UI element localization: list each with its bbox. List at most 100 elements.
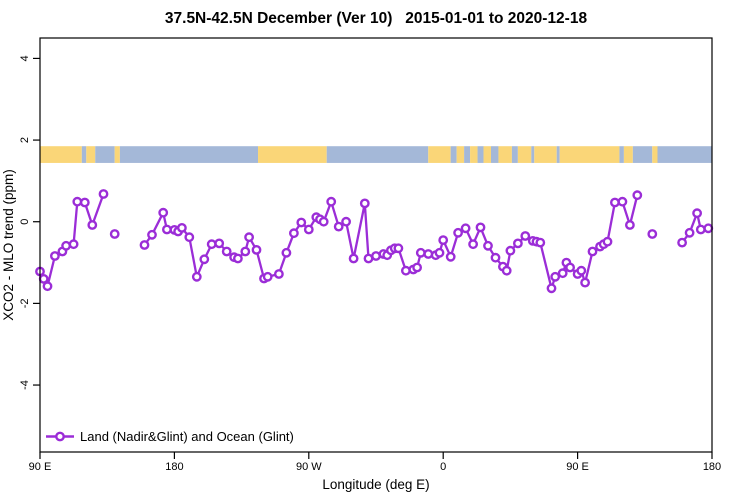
- x-tick-label: 180: [165, 461, 183, 473]
- band-segment-ocean: [511, 146, 518, 163]
- data-point-marker: [176, 222, 187, 233]
- band-segment-ocean: [119, 146, 259, 163]
- x-tick-label: 180: [703, 461, 721, 473]
- data-point-marker: [251, 244, 262, 255]
- y-axis-label: XCO2 - MLO trend (ppm): [1, 169, 16, 321]
- band-segment-ocean: [531, 146, 535, 163]
- band-segment-land: [498, 146, 512, 163]
- data-point-marker: [513, 238, 523, 249]
- data-point-marker: [214, 238, 225, 249]
- band-segment-land: [623, 146, 633, 163]
- data-point-marker: [520, 231, 531, 241]
- data-point-marker: [191, 271, 202, 282]
- data-point-marker: [438, 235, 449, 246]
- data-point-marker: [565, 262, 575, 273]
- data-point-marker: [244, 232, 255, 243]
- data-point-marker: [161, 224, 172, 235]
- y-tick-label: -4: [19, 380, 31, 390]
- data-point-marker: [483, 240, 493, 251]
- data-point-marker: [72, 196, 83, 207]
- legend-label: Land (Nadir&Glint) and Ocean (Glint): [80, 429, 294, 444]
- data-point-marker: [550, 271, 561, 282]
- band-segment-ocean: [556, 146, 560, 163]
- data-point-marker: [445, 251, 456, 262]
- x-tick-label: 0: [440, 461, 446, 473]
- y-tick-label: 2: [19, 137, 31, 143]
- x-axis-label: Longitude (deg E): [322, 477, 429, 492]
- band-segment-ocean: [81, 146, 87, 163]
- data-point-marker: [326, 196, 337, 207]
- band-segment-land: [456, 146, 465, 163]
- data-point-marker: [580, 277, 590, 288]
- data-point-marker: [221, 246, 232, 257]
- data-point-marker: [139, 240, 150, 250]
- data-point-marker: [535, 237, 546, 248]
- data-point-marker: [68, 239, 79, 250]
- data-point-marker: [363, 253, 374, 264]
- y-tick-label: 0: [19, 219, 31, 225]
- data-point-marker: [42, 281, 53, 292]
- x-tick-label: 90 E: [29, 461, 52, 473]
- plot-border: [39, 37, 713, 453]
- data-point-marker: [371, 251, 381, 261]
- data-point-marker: [423, 249, 434, 259]
- band-segment-land: [428, 146, 451, 163]
- data-point-marker: [475, 222, 486, 233]
- data-series: [35, 189, 714, 294]
- data-point-marker: [400, 265, 411, 276]
- band-segment-ocean: [477, 146, 484, 163]
- data-point-marker: [318, 216, 329, 227]
- data-point-marker: [281, 247, 292, 258]
- x-tick-label: 90 E: [566, 461, 589, 473]
- band-segment-land: [114, 146, 120, 163]
- band-segment-ocean: [326, 146, 429, 163]
- data-point-marker: [434, 247, 445, 258]
- band-segment-land: [517, 146, 532, 163]
- band-segment-land: [652, 146, 658, 163]
- band-segment-ocean: [657, 146, 712, 163]
- data-point-marker: [617, 196, 628, 207]
- band-segment-land: [86, 146, 96, 163]
- data-point-marker: [109, 229, 120, 239]
- data-point-marker: [505, 245, 516, 256]
- band-segment-ocean: [619, 146, 624, 163]
- data-point-marker: [206, 239, 217, 250]
- data-point-marker: [273, 269, 284, 279]
- band-segment-ocean: [95, 146, 115, 163]
- data-point-marker: [303, 224, 314, 235]
- data-point-marker: [460, 223, 471, 234]
- data-point-marker: [490, 252, 501, 263]
- data-point-marker: [232, 253, 243, 264]
- band-segment-ocean: [450, 146, 457, 163]
- data-point-marker: [158, 207, 169, 218]
- data-point-marker: [87, 220, 98, 230]
- data-point-marker: [147, 229, 157, 240]
- data-point-marker: [412, 262, 422, 273]
- legend-marker-icon: [55, 431, 65, 442]
- data-point-marker: [625, 220, 635, 230]
- band-segment-land: [483, 146, 491, 163]
- data-point-marker: [703, 223, 714, 234]
- data-point-marker: [61, 240, 71, 251]
- data-point-marker: [677, 237, 687, 248]
- data-point-marker: [602, 236, 613, 247]
- band-segment-land: [470, 146, 478, 163]
- data-point-marker: [348, 253, 359, 264]
- legend: Land (Nadir&Glint) and Ocean (Glint): [46, 429, 294, 444]
- data-point-marker: [453, 227, 463, 238]
- band-segment-land: [40, 146, 82, 163]
- data-point-marker: [98, 189, 109, 199]
- data-point-marker: [610, 197, 620, 208]
- data-point-marker: [359, 198, 370, 209]
- data-point-marker: [50, 251, 60, 261]
- band-segment-ocean: [632, 146, 653, 163]
- data-point-marker: [240, 246, 251, 257]
- data-point-marker: [684, 227, 695, 238]
- y-tick-label: -2: [19, 298, 31, 308]
- data-point-marker: [576, 265, 587, 276]
- band-segment-land: [559, 146, 620, 163]
- x-tick-label: 90 W: [296, 461, 322, 473]
- data-point-marker: [262, 271, 273, 282]
- data-point-marker: [557, 268, 568, 279]
